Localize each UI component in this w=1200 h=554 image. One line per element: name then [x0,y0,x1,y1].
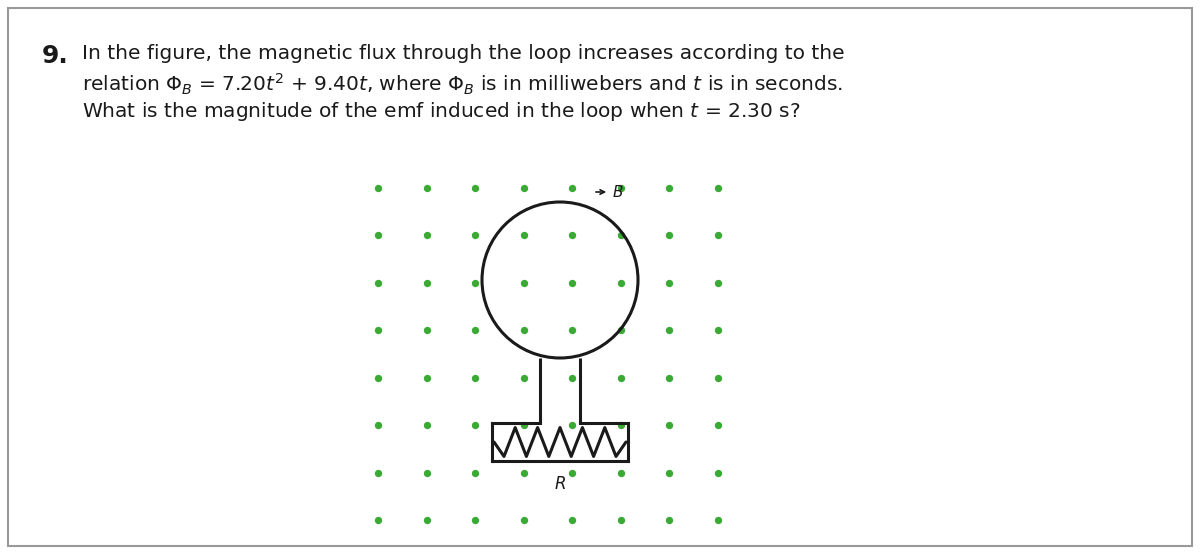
Point [660,468,679,477]
Point [368,468,388,477]
Point [708,183,727,192]
Point [416,279,436,288]
Point [416,516,436,525]
Point [368,516,388,525]
Point [416,468,436,477]
Point [466,183,485,192]
Text: 9.: 9. [42,44,68,68]
Text: $R$: $R$ [554,475,566,493]
Point [660,516,679,525]
Point [660,183,679,192]
Point [368,279,388,288]
Point [708,279,727,288]
Point [416,183,436,192]
Point [514,516,533,525]
Point [514,468,533,477]
Text: What is the magnitude of the emf induced in the loop when $t$ = 2.30 s?: What is the magnitude of the emf induced… [82,100,800,123]
Point [563,468,582,477]
Point [708,326,727,335]
Point [466,373,485,382]
Point [416,373,436,382]
Point [368,326,388,335]
Point [708,420,727,429]
Point [611,373,630,382]
Point [514,420,533,429]
Point [466,516,485,525]
Point [416,326,436,335]
Point [708,468,727,477]
Point [563,183,582,192]
Point [708,231,727,240]
Point [611,326,630,335]
Point [611,279,630,288]
Point [563,279,582,288]
Point [611,183,630,192]
Point [466,279,485,288]
Point [416,231,436,240]
Point [563,516,582,525]
Point [563,231,582,240]
Point [466,326,485,335]
Point [660,279,679,288]
Point [563,373,582,382]
Point [466,468,485,477]
Point [368,231,388,240]
Point [611,516,630,525]
Point [611,468,630,477]
Point [708,516,727,525]
Point [563,420,582,429]
Point [368,183,388,192]
Text: relation $\Phi_B$ = 7.20$t^2$ + 9.40$t$, where $\Phi_B$ is in milliwebers and $t: relation $\Phi_B$ = 7.20$t^2$ + 9.40$t$,… [82,72,842,97]
Point [514,373,533,382]
Point [514,326,533,335]
Point [466,231,485,240]
Point [514,183,533,192]
Point [660,326,679,335]
Point [416,420,436,429]
Point [563,326,582,335]
Point [660,373,679,382]
Point [368,420,388,429]
Point [368,373,388,382]
Point [660,420,679,429]
Text: In the figure, the magnetic flux through the loop increases according to the: In the figure, the magnetic flux through… [82,44,845,63]
Point [660,231,679,240]
Point [466,420,485,429]
Point [611,420,630,429]
Text: $B$: $B$ [612,184,624,200]
Point [708,373,727,382]
Point [611,231,630,240]
Point [514,279,533,288]
Point [514,231,533,240]
